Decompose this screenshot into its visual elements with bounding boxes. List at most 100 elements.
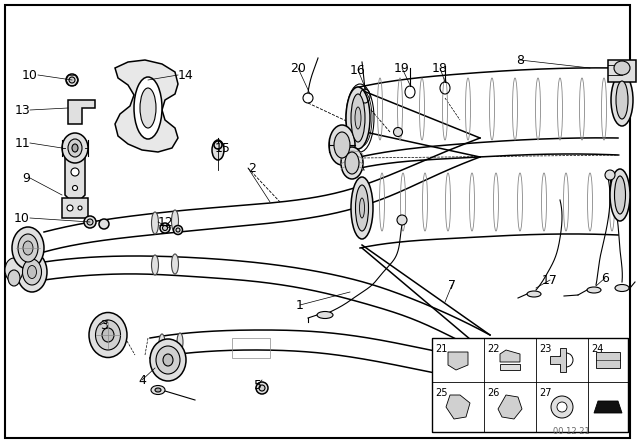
Text: 12: 12: [158, 215, 173, 228]
Polygon shape: [65, 155, 85, 200]
Ellipse shape: [18, 234, 38, 262]
Text: 5: 5: [254, 379, 262, 392]
Ellipse shape: [134, 77, 162, 139]
Polygon shape: [68, 100, 95, 124]
Text: 3: 3: [100, 319, 108, 332]
Text: 27: 27: [539, 388, 552, 398]
Bar: [608, 60, 636, 82]
Ellipse shape: [140, 88, 156, 128]
Ellipse shape: [151, 385, 165, 395]
Ellipse shape: [341, 147, 363, 179]
Ellipse shape: [614, 61, 630, 75]
Text: 17: 17: [542, 273, 558, 287]
Ellipse shape: [259, 385, 265, 391]
Text: 10: 10: [22, 69, 38, 82]
Ellipse shape: [557, 402, 567, 412]
Ellipse shape: [17, 252, 47, 292]
Ellipse shape: [163, 354, 173, 366]
Ellipse shape: [176, 228, 180, 232]
Ellipse shape: [551, 396, 573, 418]
Ellipse shape: [351, 177, 373, 239]
Ellipse shape: [256, 382, 268, 394]
Ellipse shape: [28, 266, 36, 279]
Text: 7: 7: [448, 279, 456, 292]
Ellipse shape: [99, 219, 109, 229]
Text: 22: 22: [487, 344, 499, 354]
Ellipse shape: [177, 333, 183, 351]
Ellipse shape: [23, 241, 33, 255]
Ellipse shape: [72, 144, 78, 152]
Ellipse shape: [355, 185, 369, 231]
Text: 2: 2: [248, 161, 256, 175]
Ellipse shape: [68, 139, 82, 157]
Ellipse shape: [360, 198, 365, 218]
Ellipse shape: [8, 270, 20, 286]
Ellipse shape: [71, 168, 79, 176]
Ellipse shape: [329, 125, 355, 165]
Ellipse shape: [66, 74, 78, 86]
Ellipse shape: [22, 259, 42, 285]
Ellipse shape: [150, 339, 186, 381]
Bar: [432, 338, 628, 432]
Text: 18: 18: [432, 61, 448, 74]
Text: 21: 21: [435, 344, 447, 354]
Polygon shape: [596, 352, 620, 368]
Ellipse shape: [95, 320, 120, 350]
Ellipse shape: [355, 107, 361, 129]
Ellipse shape: [394, 128, 403, 137]
Bar: [232, 338, 270, 358]
Ellipse shape: [152, 255, 159, 275]
Ellipse shape: [84, 216, 96, 228]
Ellipse shape: [317, 311, 333, 319]
Ellipse shape: [172, 210, 179, 232]
Ellipse shape: [5, 258, 23, 282]
Ellipse shape: [62, 133, 88, 163]
Text: 1: 1: [296, 298, 304, 311]
Ellipse shape: [616, 81, 628, 119]
Polygon shape: [115, 60, 178, 152]
Ellipse shape: [155, 388, 161, 392]
Ellipse shape: [345, 152, 359, 174]
Polygon shape: [498, 395, 522, 419]
Text: 8: 8: [516, 53, 524, 66]
Text: 9: 9: [22, 172, 30, 185]
Ellipse shape: [156, 346, 180, 374]
Polygon shape: [446, 395, 470, 419]
Ellipse shape: [397, 215, 407, 225]
Polygon shape: [448, 352, 468, 370]
Ellipse shape: [614, 176, 625, 214]
Ellipse shape: [159, 334, 165, 352]
Ellipse shape: [102, 328, 114, 342]
Ellipse shape: [78, 206, 82, 210]
Ellipse shape: [334, 132, 350, 158]
Ellipse shape: [605, 170, 615, 180]
Polygon shape: [500, 350, 520, 362]
Ellipse shape: [12, 227, 44, 269]
Text: 16: 16: [350, 64, 366, 77]
Ellipse shape: [69, 77, 75, 83]
Ellipse shape: [351, 94, 365, 142]
Text: 23: 23: [539, 344, 552, 354]
Text: 19: 19: [394, 61, 410, 74]
Ellipse shape: [173, 225, 182, 234]
Text: 11: 11: [14, 137, 30, 150]
Ellipse shape: [610, 169, 630, 221]
Text: 24: 24: [591, 344, 604, 354]
Text: 13: 13: [14, 103, 30, 116]
Text: 4: 4: [138, 374, 146, 387]
Ellipse shape: [346, 87, 370, 149]
Text: 10: 10: [14, 211, 30, 224]
Text: 6: 6: [601, 271, 609, 284]
Polygon shape: [594, 401, 622, 413]
Ellipse shape: [172, 254, 179, 274]
Ellipse shape: [72, 185, 77, 190]
Ellipse shape: [527, 291, 541, 297]
Text: 14: 14: [178, 69, 194, 82]
Ellipse shape: [87, 219, 93, 225]
Ellipse shape: [163, 225, 168, 231]
Text: 25: 25: [435, 388, 447, 398]
Polygon shape: [62, 198, 88, 218]
Ellipse shape: [615, 284, 629, 292]
Ellipse shape: [212, 140, 224, 160]
Text: 26: 26: [487, 388, 499, 398]
